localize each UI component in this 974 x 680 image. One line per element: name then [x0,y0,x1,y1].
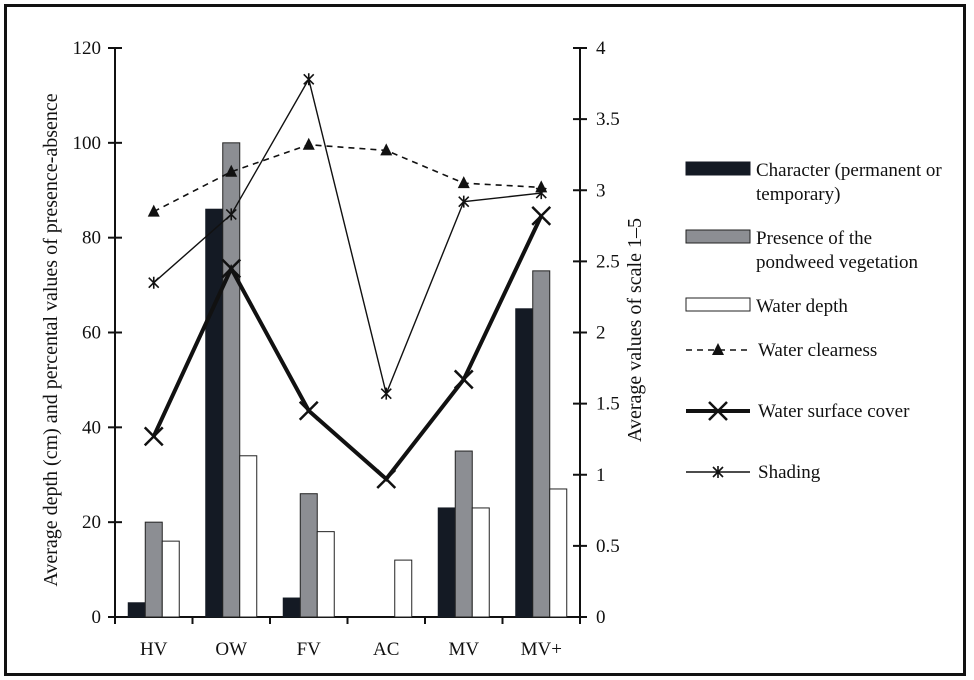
bar [161,540,180,618]
bar [144,521,163,618]
bar [282,597,301,618]
legend-label: Character (permanent or [756,160,942,181]
triangle-marker [712,343,724,355]
x-category-label: FV [297,639,322,660]
x-marker [221,258,242,279]
bar [471,507,490,618]
legend-label: Shading [758,462,821,483]
asterisk-marker [303,73,315,86]
left-tick-label: 20 [82,512,101,533]
legend: Character (permanent or temporary) Presenc… [685,160,942,483]
legend-label: Presence of the [756,228,872,249]
tick-labels: 0 20 40 60 80 100 120 0 0.5 1 1.5 2 2.5 3 3.5 4 HV OW FV AC… [73,38,620,660]
asterisk-marker [712,466,724,478]
legend-label: Water surface cover [758,401,910,422]
series-line [153,77,542,396]
bar [532,270,551,618]
x-category-label: HV [140,639,168,660]
right-tick-label: 0.5 [596,536,620,557]
right-tick-label: 4 [596,38,606,59]
series-line [151,214,544,482]
asterisk-marker [380,387,392,400]
triangle-marker [147,204,160,217]
x-marker [708,401,728,421]
triangle-marker [302,137,315,150]
right-tick-label: 0 [596,607,606,628]
x-category-label: AC [373,639,399,660]
x-marker [376,469,397,489]
x-marker [298,400,319,421]
legend-label: Water depth [756,296,848,317]
bar [127,602,146,618]
line-group [143,73,552,489]
left-tick-label: 80 [82,228,101,249]
right-tick-label: 3 [596,180,606,201]
x-marker [453,369,474,390]
asterisk-marker [535,187,547,200]
left-axis-title: Average depth (cm) and percental values … [40,93,62,586]
bar [222,142,241,618]
x-category-label: MV+ [521,639,562,660]
x-category-label: OW [215,639,247,660]
bar [299,493,318,618]
legend-swatch [685,297,751,312]
left-tick-label: 0 [92,607,102,628]
left-tick-label: 120 [73,38,102,59]
bar [515,308,534,618]
x-marker [143,426,164,447]
asterisk-marker [148,276,160,289]
bar [454,450,473,618]
triangle-marker [225,164,238,177]
asterisk-marker [458,195,470,208]
bar [437,507,456,618]
legend-label: Water clearness [758,340,877,361]
asterisk-marker [225,208,237,221]
left-tick-label: 60 [82,323,101,344]
bar [205,208,224,618]
right-tick-label: 2.5 [596,251,620,272]
axes [108,47,587,624]
legend-label: pondweed vegetation [756,252,918,273]
triangle-marker [380,143,393,156]
legend-swatch [685,161,751,176]
bar [316,531,335,618]
legend-label: temporary) [756,184,840,205]
bar-group [127,142,568,618]
right-tick-label: 3.5 [596,109,620,130]
triangle-marker [457,176,470,189]
bar [549,488,568,618]
right-tick-label: 1.5 [596,394,620,415]
right-axis-title: Average values of scale 1–5 [624,218,646,442]
x-category-label: MV [448,639,479,660]
legend-swatch [685,229,751,244]
right-tick-label: 2 [596,323,606,344]
x-marker [531,205,552,226]
right-tick-label: 1 [596,465,606,486]
left-tick-label: 100 [73,133,102,154]
bar [239,455,258,618]
bar [394,559,413,618]
left-tick-label: 40 [82,417,101,438]
series-line [153,143,542,213]
